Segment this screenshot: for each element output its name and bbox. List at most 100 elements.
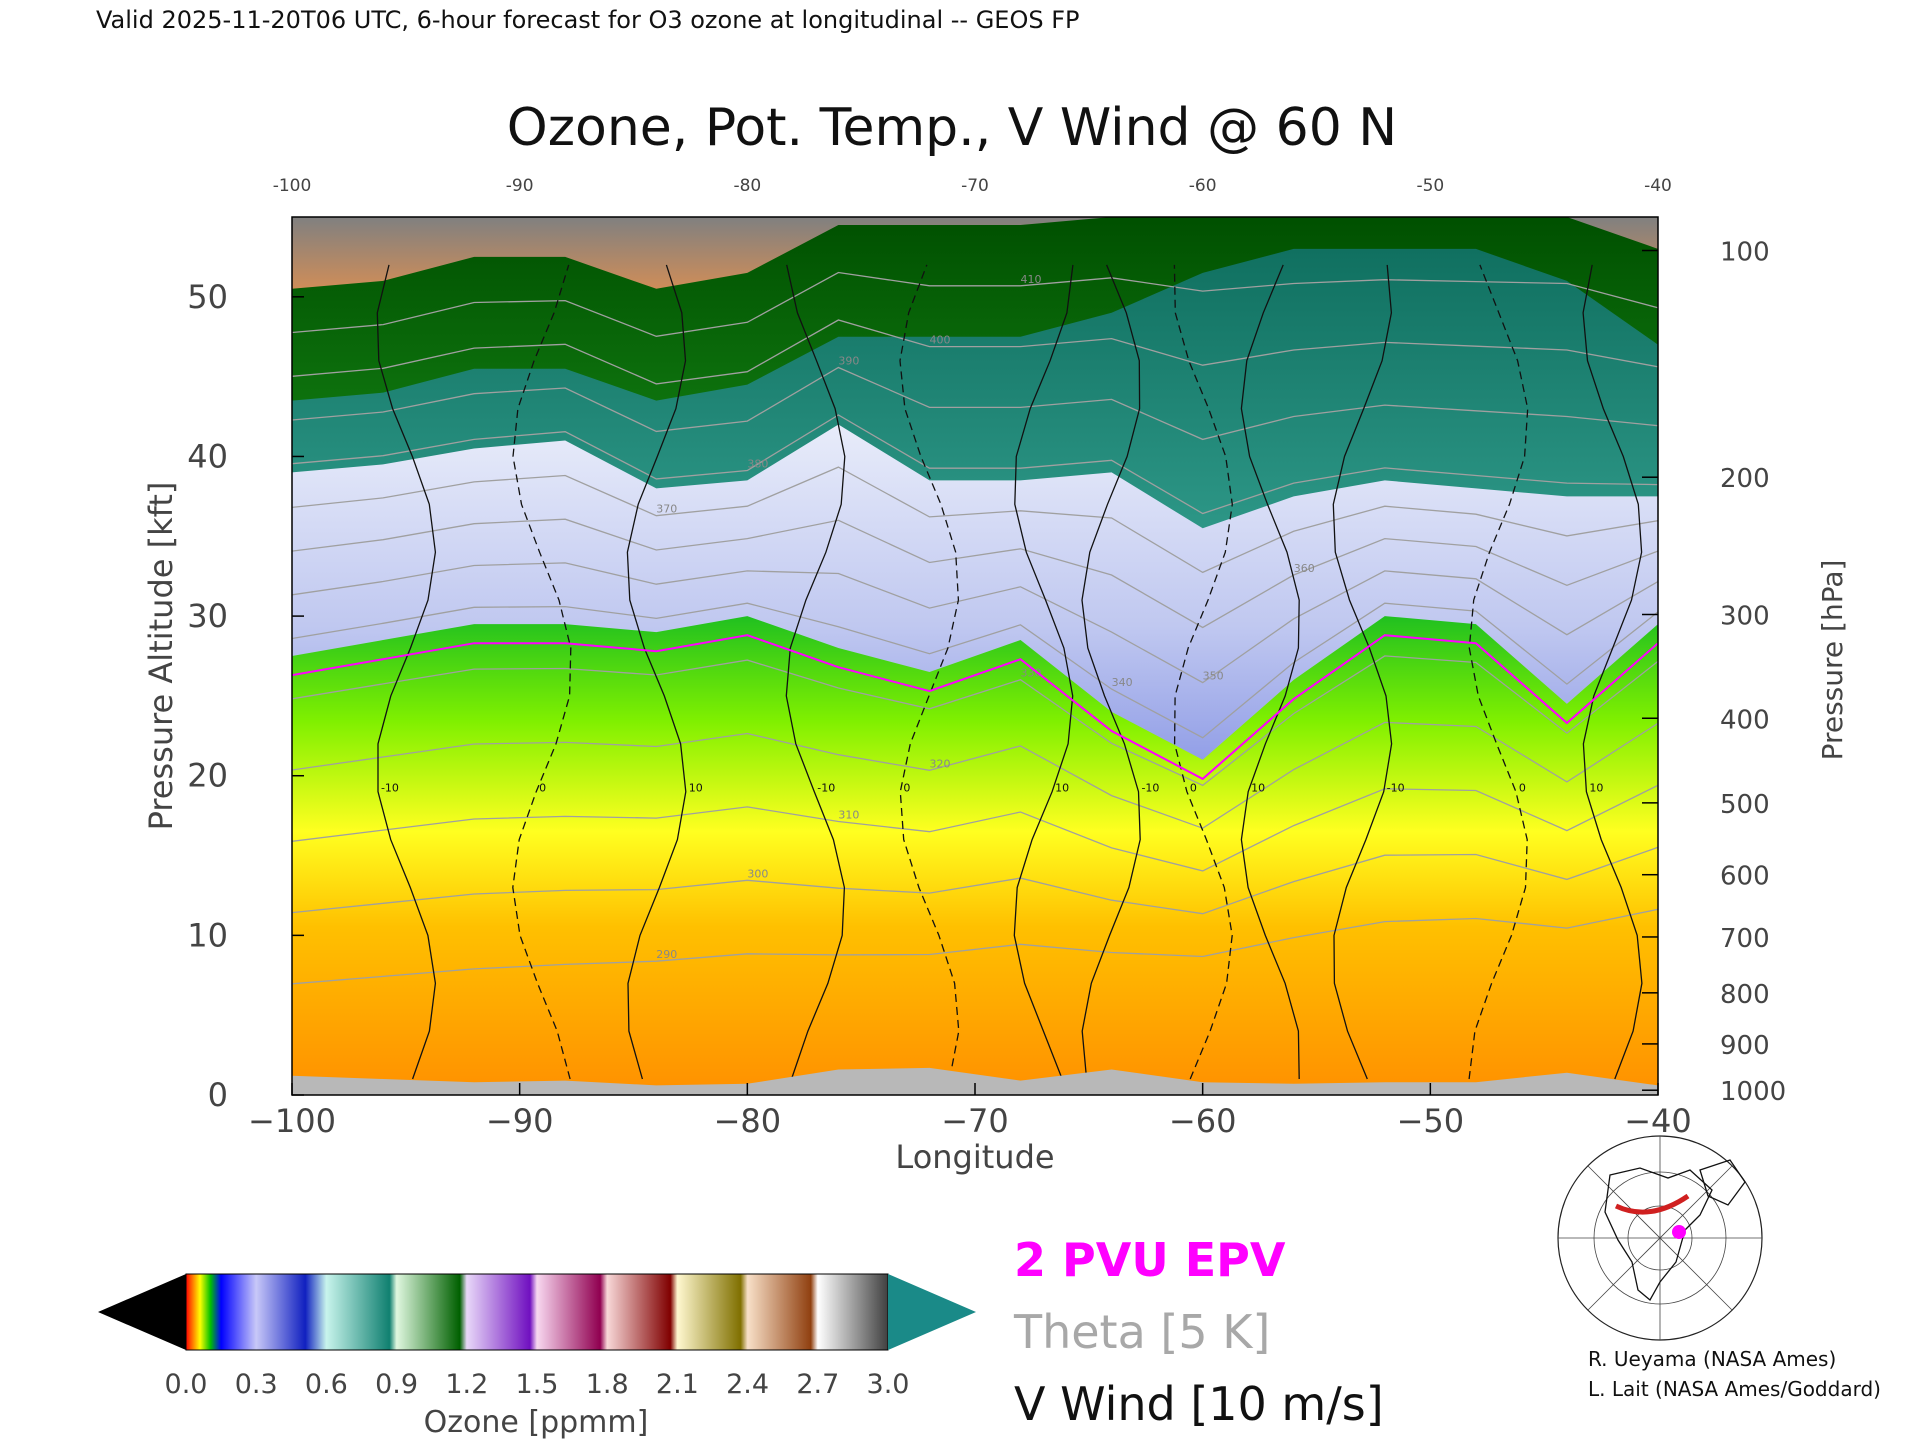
legend-epv: 2 PVU EPV [1014, 1233, 1286, 1287]
v-wind-contour [1013, 264, 1074, 1080]
pressure-tick-label: 700 [1720, 924, 1770, 954]
colorbar-tick-label: 1.5 [516, 1369, 559, 1400]
colorbar-tick-label: 0.3 [235, 1369, 278, 1400]
colorbar-tick-label: 0.9 [375, 1369, 418, 1400]
y-axis-label: Pressure Altitude [kft] [142, 482, 180, 831]
x-top-tick-label: -60 [1189, 176, 1217, 196]
x-tick-label: −50 [1397, 1102, 1465, 1140]
theta-contour [292, 466, 1658, 574]
x-top-tick-label: -70 [961, 176, 989, 196]
y-tick-label: 50 [187, 278, 228, 316]
v-wind-contour-label: -10 [381, 782, 399, 795]
v-wind-contour [1240, 264, 1300, 1080]
credit-line-1: R. Ueyama (NASA Ames) [1588, 1347, 1836, 1371]
theta-contour-label: 350 [1203, 670, 1224, 683]
v-wind-contour-label: 0 [539, 782, 546, 795]
colorbar-tick-label: 2.4 [726, 1369, 769, 1400]
colorbar-low-arrow [98, 1274, 186, 1350]
v-wind-contour [1332, 264, 1393, 1080]
pressure-tick-label: 200 [1720, 464, 1770, 494]
pressure-tick-label: 400 [1720, 705, 1770, 735]
theta-contours: 290 300 310 320 330 340 350 360 370 380 390 400 410 [292, 271, 1658, 985]
theta-contour-label: 380 [747, 458, 768, 471]
theta-contour-label: 410 [1021, 273, 1042, 286]
colorbar-ticks: 0.0 0.3 0.6 0.9 1.2 1.5 1.8 2.1 2.4 2.7 3.0 [165, 1369, 910, 1400]
theta-contour-label: 320 [929, 757, 950, 770]
pressure-tick-label: 500 [1720, 790, 1770, 820]
credit-line-2: L. Lait (NASA Ames/Goddard) [1588, 1377, 1881, 1401]
theta-contour-label: 290 [656, 948, 677, 961]
v-wind-contour [626, 264, 687, 1080]
v-wind-contour-label: -10 [1387, 782, 1405, 795]
theta-contour-label: 360 [1294, 562, 1315, 575]
theta-contour [292, 846, 1658, 915]
epv-2pvu-contour [292, 634, 1658, 781]
v-wind-contour-label: 10 [1055, 782, 1069, 795]
map-coastline [1604, 1167, 1713, 1302]
pressure-tick-label: 900 [1720, 1031, 1770, 1061]
v-wind-contours: -10 0 10 -10 0 10 -10 0 10 -10 0 10 [376, 264, 1643, 1080]
v-wind-contour-label: -10 [817, 782, 835, 795]
x-axis-top: -100 -90 -80 -70 -60 -50 -40 [273, 176, 1672, 196]
theta-contour [292, 602, 1658, 739]
valid-time-header: Valid 2025-11-20T06 UTC, 6-hour forecast… [96, 6, 1080, 34]
colorbar-label: Ozone [ppmm] [424, 1405, 649, 1440]
theta-contour [292, 784, 1658, 872]
x-top-tick-label: -40 [1644, 176, 1672, 196]
y-tick-label: 30 [187, 597, 228, 635]
theta-contour-label: 340 [1112, 676, 1133, 689]
theta-contour [292, 319, 1658, 385]
y-tick-label: 10 [187, 916, 228, 954]
pressure-tick-label: 300 [1720, 601, 1770, 631]
v-wind-contour-label: 10 [1251, 782, 1265, 795]
x-axis-bottom: −100 −90 −80 −70 −60 −50 −40 [248, 1083, 1692, 1140]
x-tick-label: −100 [248, 1102, 336, 1140]
pressure-tick-label: 600 [1720, 862, 1770, 892]
y-tick-label: 20 [187, 757, 228, 795]
x-top-tick-label: -100 [273, 176, 312, 196]
theta-contour-label: 330 [1021, 667, 1042, 680]
theta-contour [292, 721, 1658, 829]
map-location-marker [1672, 1225, 1686, 1239]
x-tick-label: −80 [714, 1102, 782, 1140]
theta-contour-label: 390 [838, 355, 859, 368]
map-greenland [1699, 1159, 1746, 1206]
legend: 2 PVU EPV Theta [5 K] V Wind [10 m/s] [1013, 1233, 1384, 1431]
colorbar-body [185, 1273, 889, 1351]
v-wind-contour [512, 264, 572, 1080]
theta-contour [292, 518, 1658, 629]
v-wind-contour-label: -10 [1141, 782, 1159, 795]
x-tick-label: −40 [1624, 1102, 1692, 1140]
colorbar-tick-label: 0.0 [165, 1369, 208, 1400]
pressure-tick-label: 1000 [1720, 1077, 1786, 1107]
chart-title: Ozone, Pot. Temp., V Wind @ 60 N [507, 98, 1397, 158]
map-meridian-4 [1587, 1165, 1733, 1311]
x-tick-label: −70 [941, 1102, 1009, 1140]
theta-contour-label: 300 [747, 867, 768, 880]
theta-contour [292, 655, 1658, 787]
pressure-tick-label: 100 [1720, 238, 1770, 268]
v-wind-contour-label: 0 [1519, 782, 1526, 795]
v-wind-contour [899, 264, 960, 1080]
x-top-tick-label: -50 [1416, 176, 1444, 196]
v-wind-contour [785, 264, 846, 1080]
y-tick-label: 40 [187, 437, 228, 475]
v-wind-contour-label: 0 [903, 782, 910, 795]
v-wind-contour [1582, 264, 1643, 1080]
colorbar-tick-label: 0.6 [305, 1369, 348, 1400]
locator-map [1557, 1135, 1763, 1341]
x-axis-label: Longitude [895, 1138, 1054, 1176]
map-transect [1614, 1193, 1690, 1215]
colorbar-tick-label: 2.7 [796, 1369, 839, 1400]
theta-contour [292, 271, 1658, 337]
surface-terrain [292, 1067, 1658, 1095]
pressure-tick-label: 800 [1720, 980, 1770, 1010]
ozone-band-troposphere [292, 616, 1658, 1095]
colorbar: 0.0 0.3 0.6 0.9 1.2 1.5 1.8 2.1 2.4 2.7 3.0 Ozone … [98, 1273, 976, 1440]
y-tick-label: 0 [208, 1076, 228, 1114]
v-wind-contour [376, 264, 437, 1080]
x-tick-label: −90 [486, 1102, 554, 1140]
colorbar-high-arrow [888, 1274, 976, 1350]
theta-contour [292, 414, 1658, 515]
